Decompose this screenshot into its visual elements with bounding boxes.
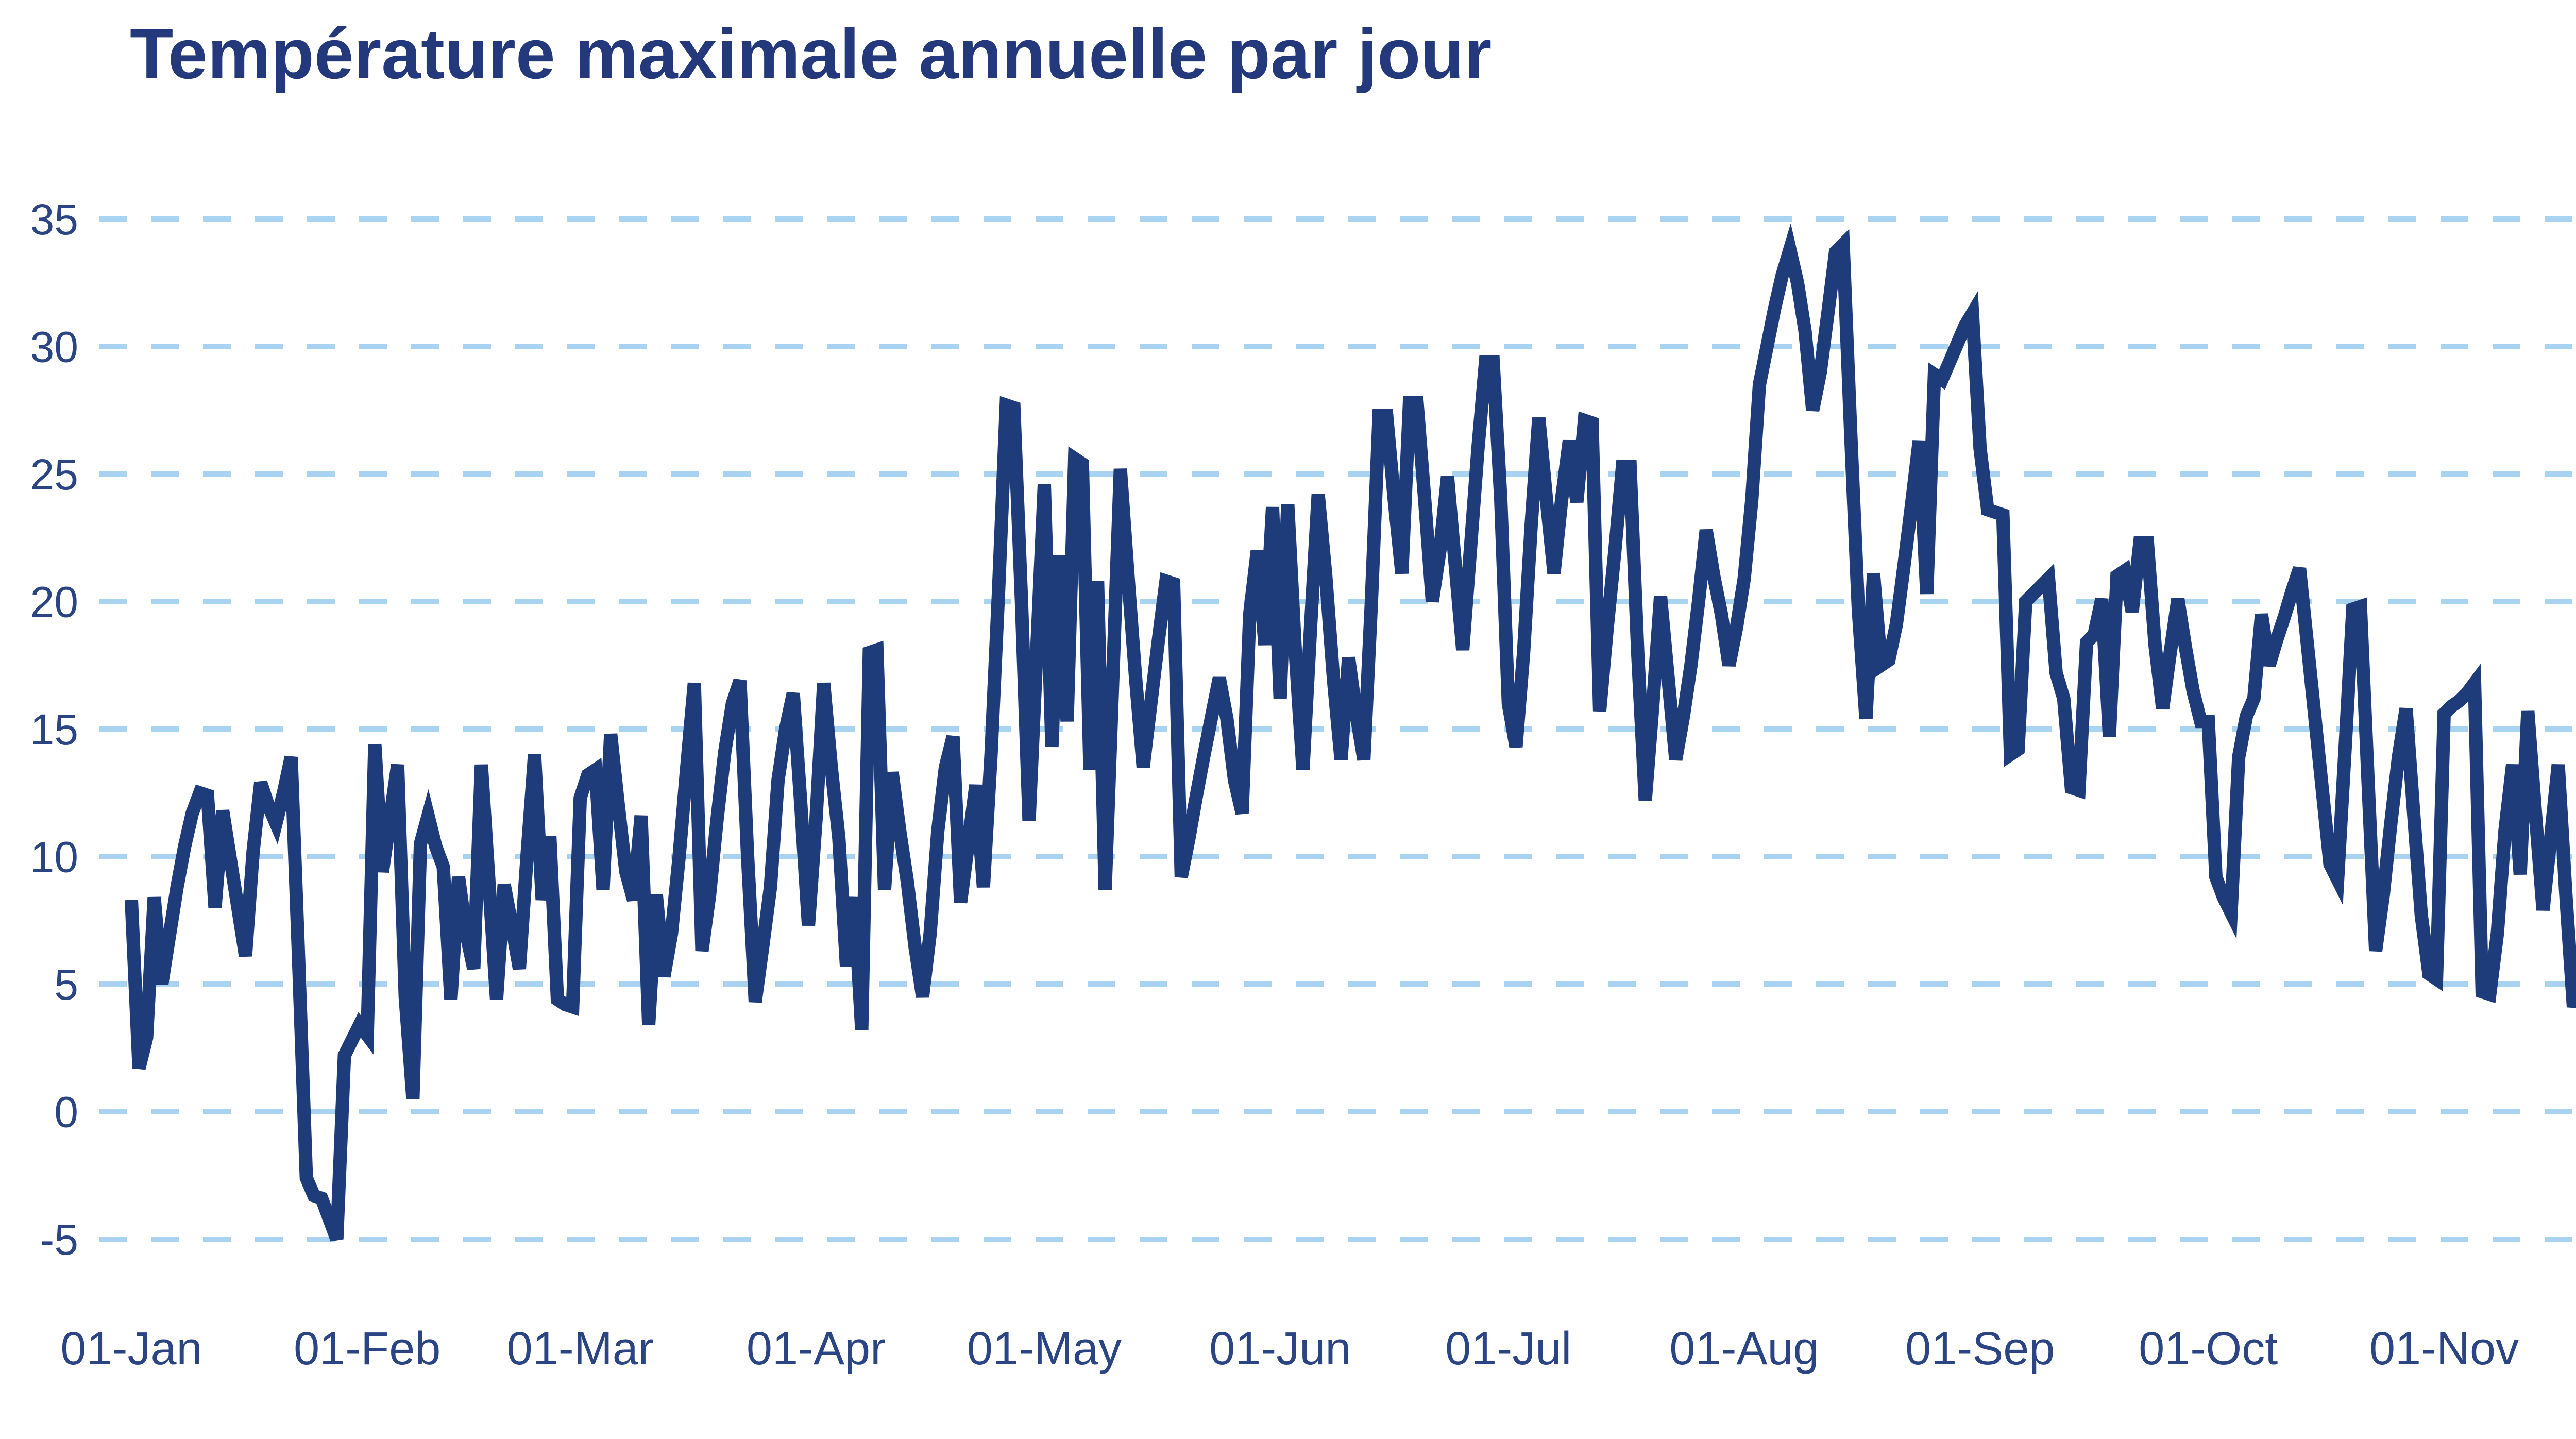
y-axis-tick-label: 20: [30, 578, 78, 627]
y-axis-tick-label: 25: [30, 450, 78, 499]
y-axis-tick-label: 15: [30, 705, 78, 754]
x-axis-tick-label: 01-Jan: [60, 1323, 202, 1375]
x-axis-tick-label: 01-Jul: [1445, 1323, 1571, 1375]
y-axis-tick-label: 30: [30, 323, 78, 371]
y-axis-labels: 35 30 25 20 15 10 5 0 -5: [30, 195, 78, 1264]
x-axis-tick-label: 01-Feb: [294, 1323, 440, 1375]
x-axis-tick-label: 01-Apr: [747, 1323, 886, 1375]
x-axis-tick-label: 01-Jun: [1209, 1323, 1351, 1375]
y-axis-tick-label: 35: [30, 195, 78, 244]
series-group: [125, 223, 2576, 1242]
y-axis-tick-label: 5: [54, 960, 78, 1009]
x-axis-tick-label: 01-Aug: [1669, 1323, 1819, 1375]
x-axis-tick-label: 01-Mar: [507, 1323, 654, 1375]
x-axis-tick-label: 01-Oct: [2139, 1323, 2278, 1375]
x-axis-tick-label: 01-Sep: [1905, 1323, 2055, 1375]
x-axis-labels: 01-Jan 01-Feb 01-Mar 01-Apr 01-May 01-Jun 01-J…: [60, 1323, 2519, 1375]
chart-title: Température maximale annuelle par jour: [130, 14, 1492, 94]
temperature-series-line: [125, 223, 2576, 1242]
y-axis-tick-label: 10: [30, 833, 78, 882]
x-axis-tick-label: 01-May: [967, 1323, 1122, 1375]
x-axis-tick-label: 01-Nov: [2369, 1323, 2519, 1375]
y-axis-tick-label: 0: [54, 1088, 78, 1137]
y-axis-tick-label: -5: [40, 1215, 78, 1264]
